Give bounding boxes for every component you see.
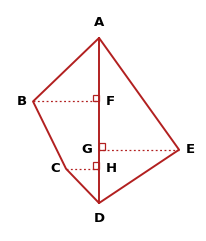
Text: G: G bbox=[81, 143, 92, 156]
Text: H: H bbox=[105, 162, 116, 175]
Text: C: C bbox=[50, 162, 59, 175]
Text: F: F bbox=[105, 95, 114, 108]
Text: D: D bbox=[93, 212, 104, 225]
Text: E: E bbox=[185, 143, 194, 156]
Text: A: A bbox=[94, 16, 104, 29]
Text: B: B bbox=[16, 95, 27, 108]
